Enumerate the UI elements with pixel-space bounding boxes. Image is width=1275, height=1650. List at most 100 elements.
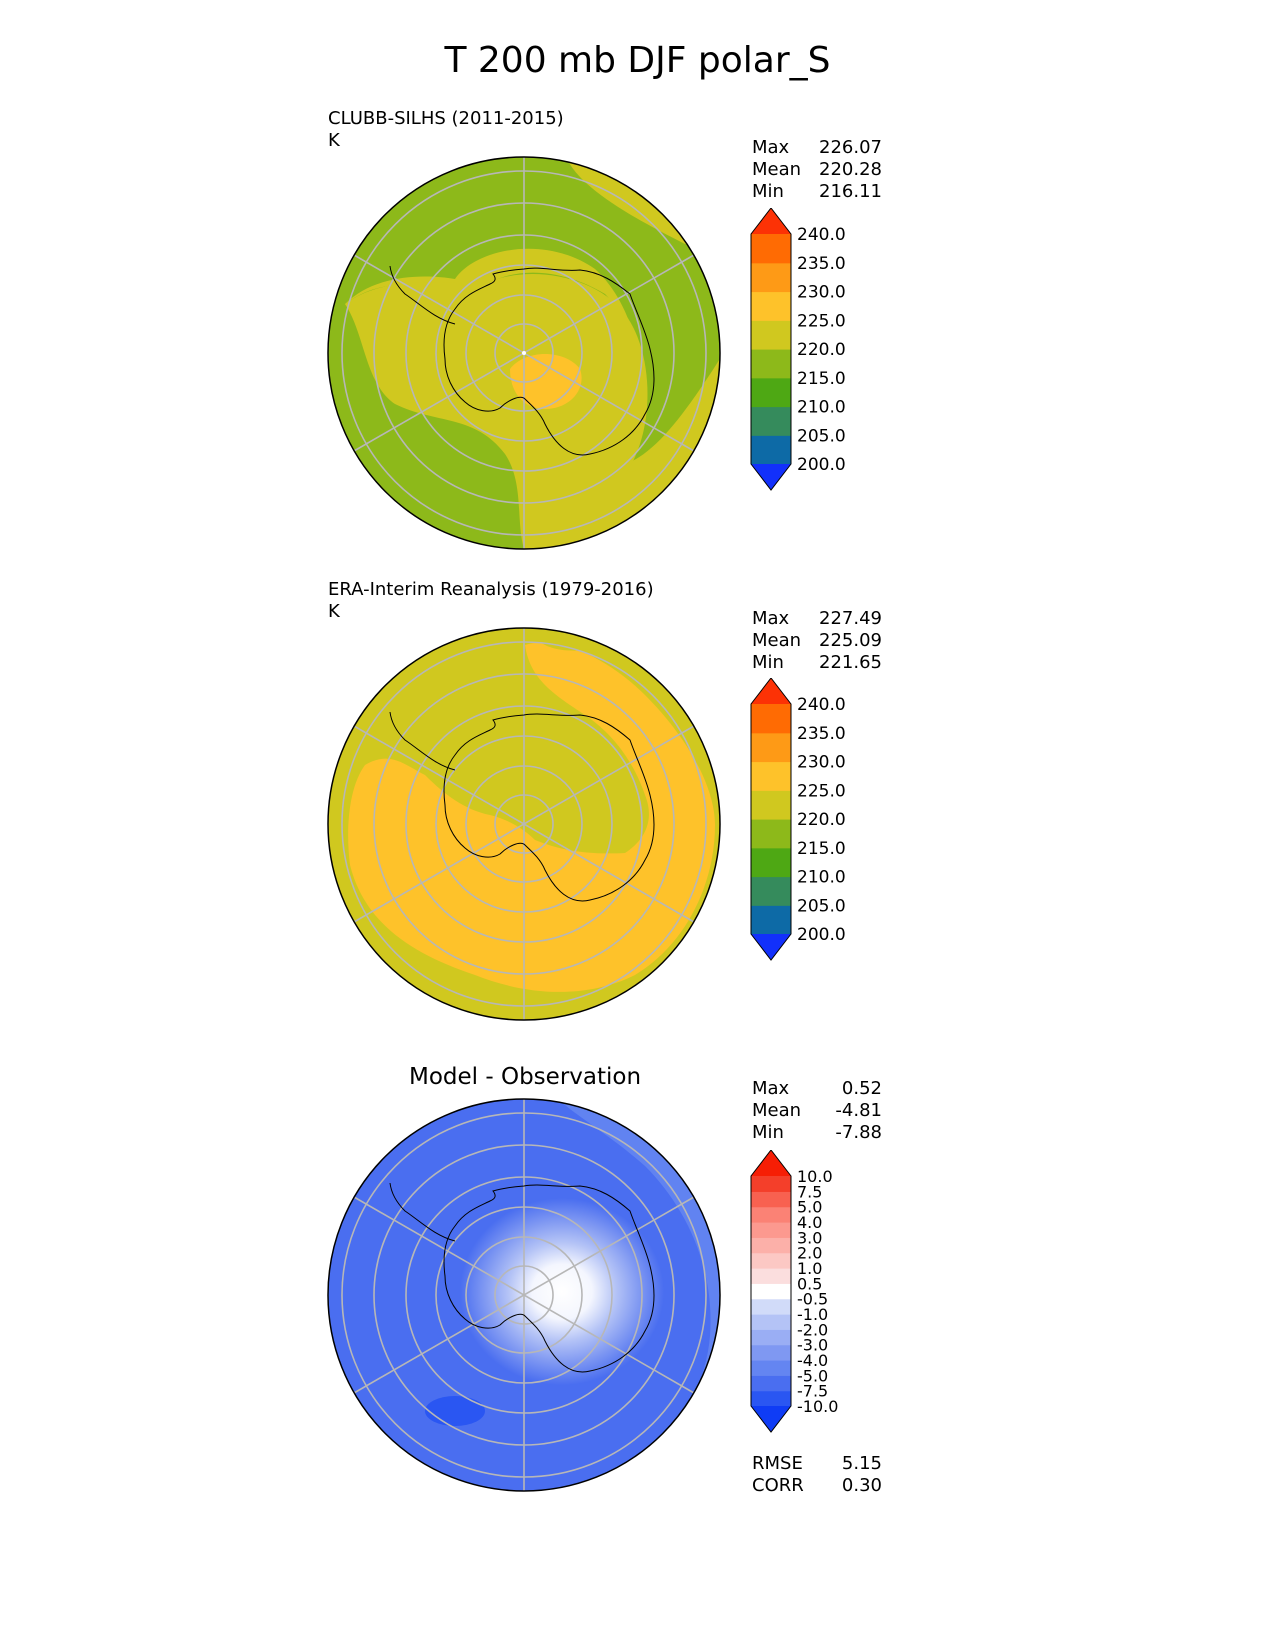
stat-max: Max 0.52 [752,1078,882,1099]
colorbar-tick-label: 230.0 [797,283,846,303]
colorbar-tick-label: 220.0 [797,340,846,360]
colorbar-bin [751,1237,791,1254]
colorbar-bin [751,1390,791,1407]
colorbar-bin [751,262,791,293]
colorbar-tick-label: 3.0 [797,1228,822,1247]
colorbar-bin [751,1314,791,1330]
colorbar-bin [751,1206,791,1223]
panel-3-title: Model - Observation [409,1064,642,1090]
figure-title: T 200 mb DJF polar_S [444,40,831,81]
panel-1-label: CLUBB-SILHS (2011-2015) K [328,108,564,152]
colorbar-tick-label: 5.0 [797,1198,822,1217]
pole-marker [522,351,526,355]
field-fill-225-230 [348,642,715,992]
colorbar-bin [751,291,791,321]
colorbar-bin [751,1375,791,1392]
colorbar-tick-label: -7.5 [797,1382,828,1401]
colorbar-extend-min [751,464,791,490]
coastline [389,1182,655,1373]
colorbar-bin [751,406,791,436]
panel-3-polar-map [327,1098,721,1492]
colorbar-outline [750,1150,792,1433]
colorbar-extend-min [751,934,791,960]
colorbar-tick-label: 220.0 [797,810,846,830]
colorbar-tick-label: 1.0 [797,1259,822,1278]
colorbar-tick-label: 215.0 [797,839,846,859]
stat-max: Max 226.07 [752,137,882,158]
colorbar-tick-label: 240.0 [797,695,846,715]
colorbar-tick-label: -5.0 [797,1366,828,1385]
colorbar-bin [751,320,791,350]
colorbar-outline [750,678,792,961]
colorbar-tick-label: 205.0 [797,896,846,916]
panel-3-stats: Max 0.52 Mean -4.81 Min -7.88 [752,1078,882,1144]
colorbar-bin [751,1360,791,1376]
colorbar-tick-label: 230.0 [797,753,846,773]
colorbar-extend-max [751,1150,791,1176]
colorbar-bin [751,1191,791,1208]
colorbar-bin [751,761,791,791]
coastline [389,265,655,456]
panel-1-polar-map [327,156,721,550]
stat-max: Max 227.49 [752,608,882,629]
colorbar-tick-label: 215.0 [797,369,846,389]
colorbar-tick-label: 235.0 [797,724,846,744]
colorbar-tick-label: 200.0 [797,925,846,945]
metric-corr: CORR 0.30 [752,1475,882,1496]
panel-1-name: CLUBB-SILHS (2011-2015) [328,108,564,129]
colorbar-extend-min [751,1406,791,1432]
colorbar-bin [751,1222,791,1238]
field-fill-220-225-b [345,274,720,549]
panel-3-colorbar: -10.0-7.5-5.0-4.0-3.0-2.0-1.0-0.50.51.02… [750,1150,838,1433]
stat-mean: Mean 220.28 [752,159,882,180]
colorbar-outline [750,208,792,491]
colorbar-bin [751,876,791,906]
panel-2-stats: Max 227.49 Mean 225.09 Min 221.65 [752,608,882,674]
colorbar-extend-max [751,208,791,234]
stat-min: Min -7.88 [752,1122,882,1143]
panel-2-polar-map [327,627,721,1021]
map-boundary [327,627,721,1021]
colorbar-tick-label: 210.0 [797,398,846,418]
colorbar-tick-label: 225.0 [797,781,846,801]
colorbar-tick-label: 225.0 [797,311,846,331]
colorbar-tick-label: 4.0 [797,1213,822,1232]
colorbar-bin [751,732,791,763]
colorbar-bin [751,377,791,408]
panel-3-metrics: RMSE 5.15 CORR 0.30 [752,1453,882,1497]
field-fill-minus4-minus3 [555,1099,720,1491]
colorbar-tick-label: -3.0 [797,1336,828,1355]
colorbar-bin [751,847,791,878]
graticule [341,628,707,1020]
map-boundary [327,1098,721,1492]
colorbar-tick-label: 240.0 [797,225,846,245]
colorbar-tick-label: 205.0 [797,426,846,446]
metric-rmse: RMSE 5.15 [752,1453,882,1474]
colorbar-tick-label: -10.0 [797,1397,838,1416]
colorbar-bin [751,1344,791,1361]
colorbar-tick-label: 2.0 [797,1244,822,1263]
colorbar-bin [751,1176,791,1192]
colorbar-tick-label: -2.0 [797,1320,828,1339]
colorbar-tick-label: -1.0 [797,1305,828,1324]
colorbar-bin [751,1283,791,1300]
field-fill-minus7-minus5 [425,1396,485,1426]
panel-2-units: K [328,601,340,622]
colorbar-bin [751,819,791,849]
panel-2-label: ERA-Interim Reanalysis (1979-2016) K [328,579,654,623]
colorbar-bin [751,435,791,465]
colorbar-extend-max [751,678,791,704]
panel-2-name: ERA-Interim Reanalysis (1979-2016) [328,579,654,600]
colorbar-bin [751,905,791,935]
colorbar-bin [751,234,791,264]
stat-min: Min 221.65 [752,652,882,673]
colorbar-tick-label: -4.0 [797,1351,828,1370]
panel-1-colorbar: 200.0 205.0 210.0 215.0 220.0 225.0 230.0 235.0… [750,208,846,491]
panel-2-colorbar: 200.0 205.0 210.0 215.0 220.0 225.0 230.0 235.0… [750,678,846,961]
panel-1-units: K [328,130,340,151]
map-boundary [327,156,721,550]
colorbar-bin [751,1329,791,1346]
colorbar-tick-label: 0.5 [797,1274,822,1293]
coastline [389,711,655,902]
colorbar-tick-label: 235.0 [797,254,846,274]
